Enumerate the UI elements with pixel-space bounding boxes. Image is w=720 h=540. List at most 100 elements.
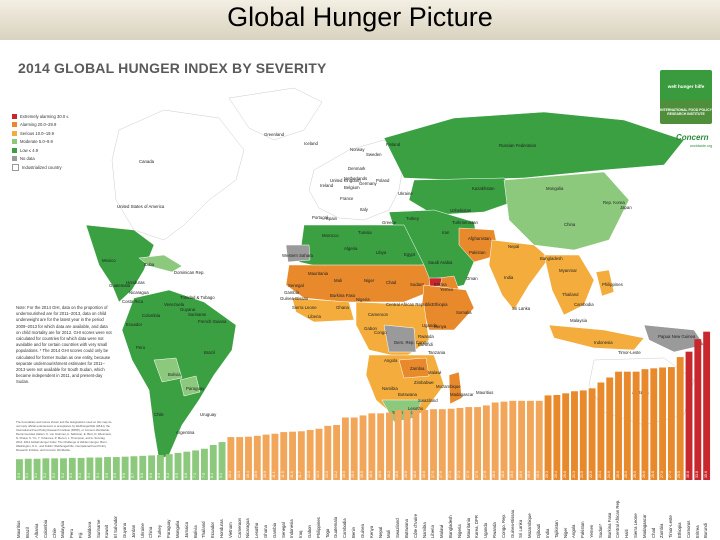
- bar-score-label: 11.6: [289, 471, 294, 478]
- bar-score-label: 23.4: [597, 471, 602, 478]
- map-label: Yemen: [440, 287, 454, 292]
- bar: [24, 458, 32, 480]
- bar: [703, 331, 711, 480]
- bar-category-label: Suriname: [95, 519, 101, 538]
- bar-category-label: Guatemala: [333, 516, 339, 538]
- bar-category-label: Côte d'Ivoire: [412, 514, 418, 538]
- legend-item-extremely-alarming: Extremely alarming 30.0 ≤: [12, 112, 108, 120]
- map-label: France: [340, 196, 354, 201]
- bar: [324, 425, 332, 480]
- bar-category-label: Thailand: [201, 521, 207, 538]
- bar: [465, 407, 473, 480]
- map-label: Guyana: [180, 307, 196, 312]
- legend-label: Extremely alarming 30.0 ≤: [20, 113, 69, 119]
- map-label: Sri Lanka: [512, 306, 531, 311]
- philippines-shape: [595, 269, 615, 297]
- bar-category-label: Ecuador: [210, 521, 216, 538]
- bar-category-label: Uganda: [483, 522, 489, 538]
- legend-swatch: [12, 163, 19, 171]
- bar-score-label: 16.0: [377, 471, 382, 478]
- bar-category-label: Gambia: [271, 522, 277, 538]
- map-label: Argentina: [176, 430, 195, 435]
- bar: [306, 430, 314, 480]
- map-label: Portugal: [312, 215, 329, 220]
- map-label: Madagascar: [450, 392, 474, 397]
- bar-category-label: Nepal: [377, 526, 383, 538]
- legend-swatch: [12, 122, 17, 127]
- legend-item-serious: Serious 10.0–19.9: [12, 129, 108, 137]
- map-label: Cuba: [144, 262, 155, 267]
- bar: [86, 457, 94, 480]
- bar-category-label: Haiti: [624, 529, 630, 538]
- bar-category-label: Nigeria: [456, 524, 462, 538]
- bar: [121, 456, 129, 480]
- legend-label: Serious 10.0–19.9: [20, 130, 54, 136]
- map-label: Norway: [350, 147, 365, 152]
- bar: [412, 410, 420, 480]
- bar-score-label: 15.0: [351, 471, 356, 478]
- bar-category-label: Mauritius: [16, 520, 22, 538]
- eritrea-shape: [428, 277, 443, 287]
- bar-score-label: 20.4: [553, 471, 558, 478]
- north-america-shape: [111, 109, 245, 241]
- bar-category-label: Comoros: [685, 520, 691, 538]
- map-label: Denmark: [348, 166, 366, 171]
- bar: [588, 388, 596, 480]
- bar-score-label: 9.1: [219, 473, 224, 478]
- map-label: Angola: [384, 358, 398, 363]
- bar-category-label: Sri Lanka: [518, 519, 524, 538]
- world-map: [85, 80, 712, 461]
- bar-score-label: 26.0: [624, 471, 629, 478]
- bar-score-label: 21.3: [571, 471, 576, 478]
- map-label: Timor-Leste: [618, 350, 641, 355]
- bar: [553, 395, 561, 480]
- map-label: Zambia: [410, 366, 425, 371]
- bar-category-label: Chile: [51, 528, 57, 538]
- bar-score-label: 11.5: [280, 471, 285, 478]
- europe-shape: [308, 139, 405, 221]
- bar: [544, 395, 552, 480]
- bar-score-label: 16.8: [404, 471, 409, 478]
- bar-category-label: Albania: [33, 523, 39, 538]
- bar: [60, 458, 67, 480]
- bar-score-label: 35.6: [703, 471, 708, 478]
- map-label: Mauritius: [476, 390, 494, 395]
- map-label: Senegal: [288, 283, 304, 288]
- bar: [526, 400, 534, 480]
- bar: [253, 435, 261, 480]
- bar-score-label: 18.8: [501, 471, 506, 478]
- legend-label: Moderate 5.0–9.9: [20, 139, 53, 144]
- bar-score-label: 18.6: [492, 471, 497, 478]
- bar-score-label: 7.5: [201, 473, 206, 478]
- bar-category-label: Rwanda: [492, 522, 498, 538]
- map-label: Morocco: [322, 233, 339, 238]
- bar-score-label: 6.0: [157, 473, 162, 478]
- map-label: Mali: [334, 278, 342, 283]
- map-label: Nepal: [508, 244, 520, 249]
- bar-score-label: 5.3: [69, 473, 74, 478]
- map-label: Greenland: [264, 132, 285, 137]
- bar: [438, 409, 446, 480]
- bar-category-label: Brazil: [25, 527, 31, 538]
- map-label: Chile: [154, 412, 164, 417]
- map-label: Botswana: [398, 392, 417, 397]
- bar: [104, 457, 111, 480]
- bar: [359, 415, 367, 480]
- legend-swatch: [12, 156, 17, 161]
- bar-score-label: 6.8: [183, 473, 188, 478]
- bar-category-label: Malaysia: [60, 521, 66, 538]
- map-label: Gambia: [284, 290, 300, 295]
- bar-score-label: 16.2: [386, 471, 391, 478]
- map-label: Bangladesh: [540, 256, 563, 261]
- bar-score-label: 5.5: [113, 473, 118, 478]
- slide-title: Global Hunger Picture: [227, 2, 493, 32]
- bar: [456, 407, 464, 480]
- bar-score-label: 11.7: [298, 471, 303, 478]
- bar: [377, 413, 385, 480]
- legend-item-no-data: No data: [12, 155, 108, 163]
- bar: [350, 417, 358, 480]
- map-label: Ecuador: [126, 322, 143, 327]
- map-label: Japan: [620, 205, 632, 210]
- paraguay-shape: [179, 375, 201, 397]
